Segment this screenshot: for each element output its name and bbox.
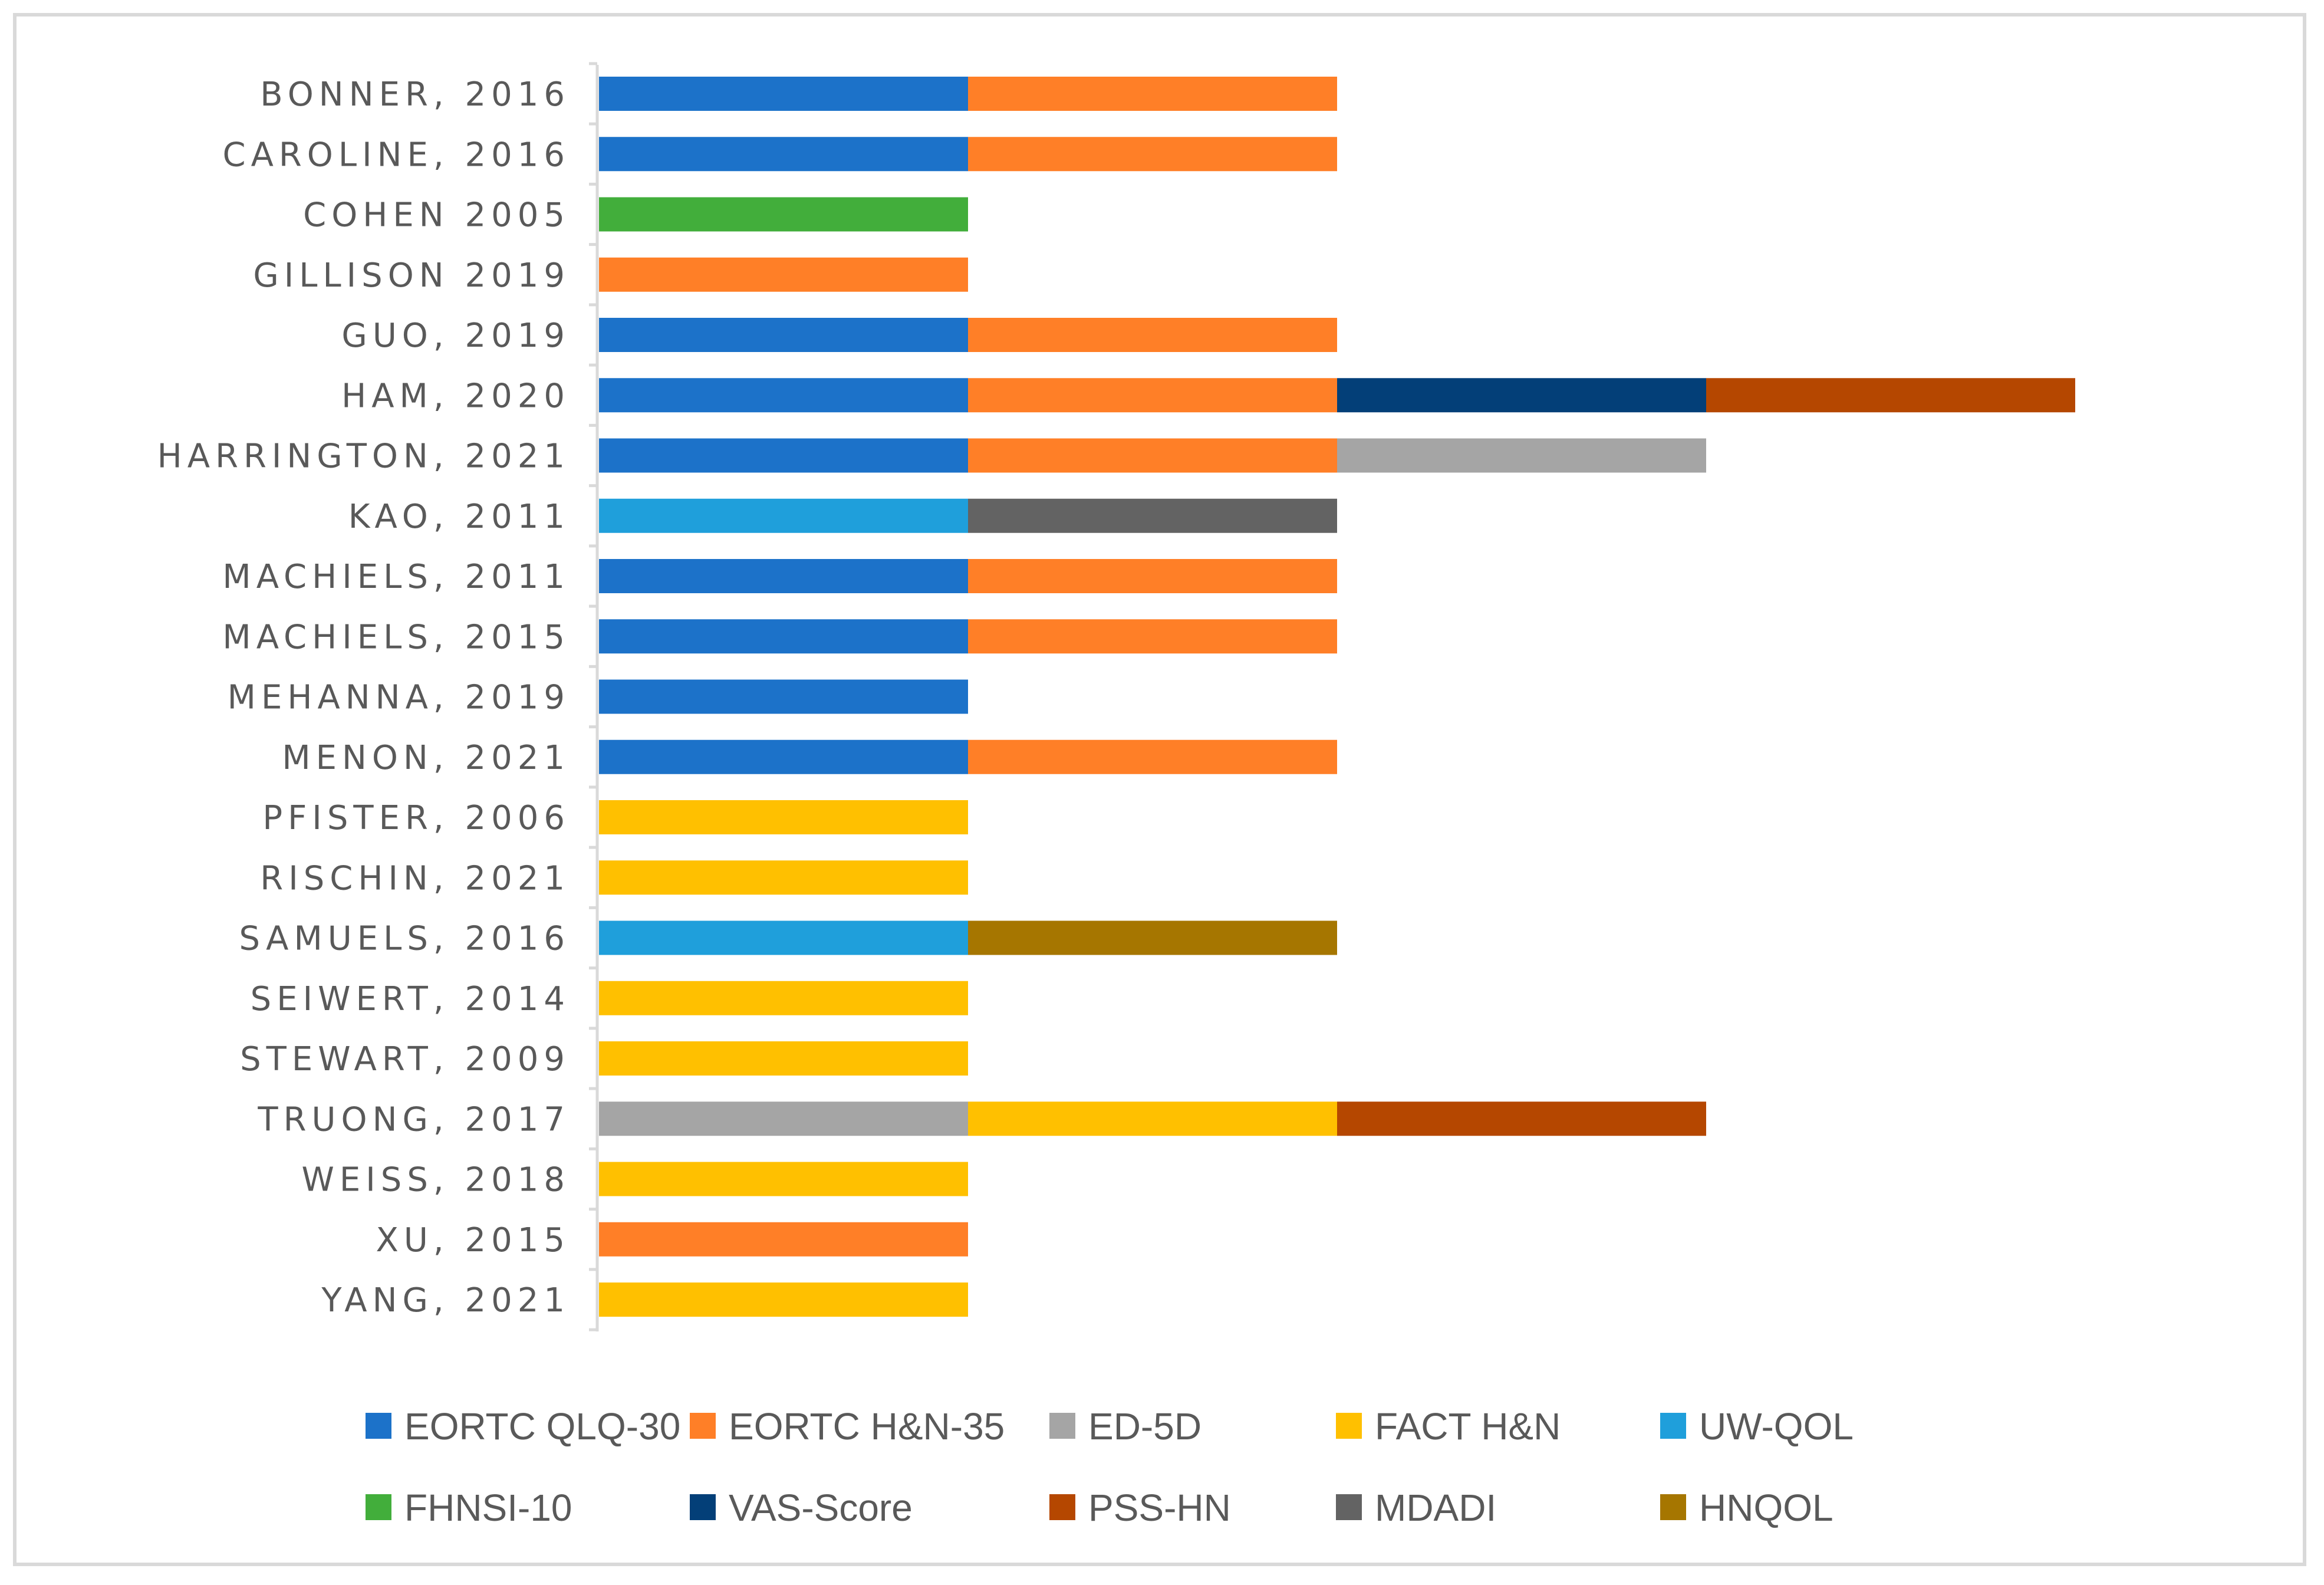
legend-swatch: [1660, 1413, 1686, 1439]
legend-swatch: [1336, 1413, 1362, 1439]
bar-segment: [968, 77, 1337, 111]
bar-segment: [599, 559, 968, 593]
category-label: CAROLINE, 2016: [222, 136, 570, 174]
bar-segment: [599, 739, 968, 774]
category-label: HAM, 2020: [341, 377, 570, 415]
category-label: GILLISON 2019: [253, 257, 570, 295]
legend-label: UW-QOL: [1699, 1405, 1854, 1448]
legend-label: PSS-HN: [1088, 1487, 1231, 1529]
bar-segment: [599, 679, 968, 714]
category-label: YANG, 2021: [321, 1281, 570, 1320]
category-label: WEISS, 2018: [302, 1161, 570, 1199]
legend-label: HNQOL: [1699, 1487, 1833, 1529]
bar-segment: [599, 1101, 968, 1136]
category-label: MENON, 2021: [282, 739, 570, 777]
legend-label: FACT H&N: [1375, 1405, 1561, 1448]
category-label: KAO, 2011: [348, 498, 570, 536]
legend-label: EORTC H&N-35: [729, 1405, 1005, 1448]
category-label: TRUONG, 2017: [257, 1100, 570, 1139]
category-label: SAMUELS, 2016: [239, 920, 570, 958]
bar-segment: [599, 137, 968, 172]
bar-segment: [599, 1162, 968, 1196]
bar-segment: [599, 981, 968, 1015]
bar-segment: [599, 378, 968, 413]
bar-segment: [968, 619, 1337, 654]
legend-label: EORTC QLQ-30: [404, 1405, 680, 1448]
legend-swatch: [1049, 1413, 1075, 1439]
legend-swatch: [366, 1413, 391, 1439]
legend-swatch: [366, 1494, 391, 1520]
bar-segment: [968, 1101, 1337, 1136]
chart-frame: [13, 13, 2306, 1566]
bar-segment: [968, 378, 1337, 413]
legend-swatch: [690, 1413, 716, 1439]
bar-segment: [599, 1041, 968, 1076]
category-label: BONNER, 2016: [260, 75, 570, 114]
bar-segment: [968, 920, 1337, 955]
legend-swatch: [690, 1494, 716, 1520]
bar-segment: [1337, 378, 1706, 413]
bar-segment: [599, 920, 968, 955]
category-label: SEIWERT, 2014: [251, 980, 570, 1018]
bar-segment: [599, 860, 968, 895]
category-label: STEWART, 2009: [240, 1040, 570, 1078]
bar-segment: [968, 318, 1337, 352]
bar-segment: [1337, 438, 1706, 473]
category-label: PFISTER, 2006: [262, 799, 570, 837]
bar-segment: [599, 197, 968, 232]
category-label: MACHIELS, 2011: [222, 558, 570, 596]
bar-segment: [599, 438, 968, 473]
category-label: HARRINGTON, 2021: [157, 438, 570, 476]
bar-segment: [968, 137, 1337, 172]
bar-segment: [599, 257, 968, 292]
legend-swatch: [1336, 1494, 1362, 1520]
category-label: COHEN 2005: [303, 196, 570, 235]
bar-segment: [599, 318, 968, 352]
bar-segment: [968, 498, 1337, 533]
legend-label: MDADI: [1375, 1487, 1496, 1529]
bar-segment: [599, 800, 968, 834]
legend-swatch: [1049, 1494, 1075, 1520]
legend-label: ED-5D: [1088, 1405, 1201, 1448]
legend-label: VAS-Score: [729, 1487, 913, 1529]
bar-segment: [1706, 378, 2075, 413]
bar-segment: [599, 619, 968, 654]
bar-segment: [968, 438, 1337, 473]
bar-segment: [599, 1283, 968, 1317]
legend-swatch: [1660, 1494, 1686, 1520]
category-label: MEHANNA, 2019: [228, 679, 570, 717]
legend-label: FHNSI-10: [404, 1487, 572, 1529]
bar-segment: [599, 77, 968, 111]
category-label: XU, 2015: [376, 1221, 570, 1260]
bar-segment: [968, 739, 1337, 774]
bar-segment: [599, 498, 968, 533]
category-label: GUO, 2019: [341, 317, 570, 355]
category-label: RISCHIN, 2021: [260, 859, 570, 897]
bar-segment: [1337, 1101, 1706, 1136]
bar-segment: [968, 559, 1337, 593]
bar-segment: [599, 1222, 968, 1257]
category-label: MACHIELS, 2015: [222, 618, 570, 656]
